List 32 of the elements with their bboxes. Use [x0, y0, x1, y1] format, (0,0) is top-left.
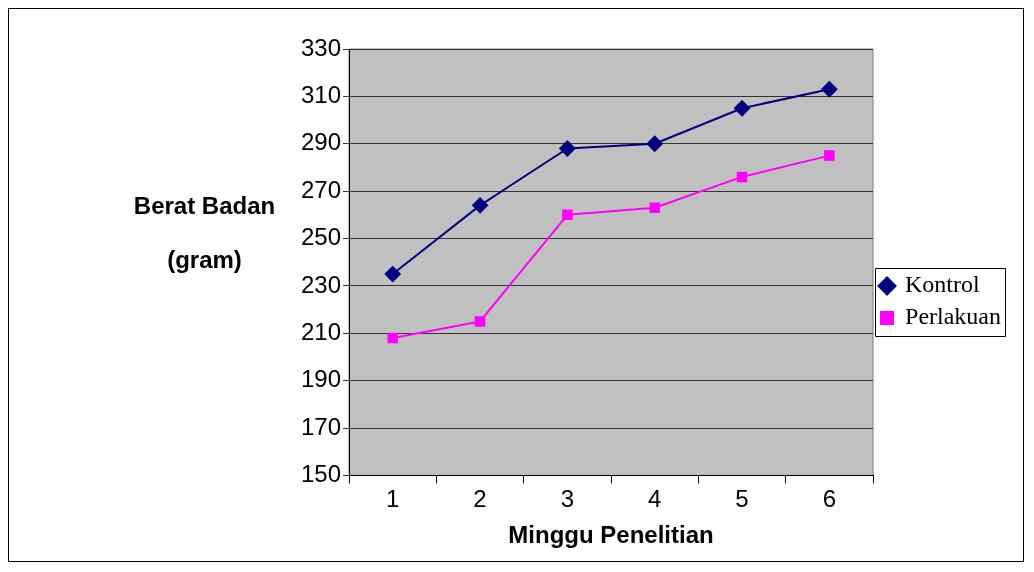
- x-tick-label: 3: [560, 485, 575, 513]
- y-tick-label: 210: [301, 317, 342, 345]
- y-tick-label: 150: [301, 460, 342, 488]
- point: [384, 266, 401, 283]
- point: [472, 197, 489, 214]
- y-axis-title: Berat Badan (gram): [133, 192, 276, 273]
- point: [559, 140, 576, 157]
- legend-label: Kontrol: [905, 271, 981, 298]
- point: [649, 202, 660, 213]
- y-tick-label: 170: [301, 412, 342, 440]
- y-tick-label: 290: [301, 128, 342, 156]
- point: [824, 150, 835, 161]
- point: [562, 209, 573, 221]
- x-tick-label: 5: [735, 485, 749, 513]
- point: [387, 332, 398, 344]
- y-tick-label: 330: [301, 33, 342, 61]
- point: [736, 171, 748, 183]
- x-axis-title: Minggu Penelitian: [508, 521, 714, 549]
- legend-label: Perlakuan: [905, 303, 1001, 330]
- x-tick-label: 6: [822, 485, 837, 513]
- y-tick-label: 270: [301, 175, 342, 203]
- y-tick-label: 230: [301, 270, 342, 298]
- y-tick-label: 190: [301, 365, 342, 393]
- point: [474, 316, 486, 327]
- point: [821, 81, 838, 98]
- x-tick-label: 4: [648, 485, 662, 513]
- x-tick-label: 1: [386, 485, 400, 513]
- y-tick-label: 310: [301, 81, 342, 108]
- y-tick-label: 250: [301, 223, 342, 251]
- point: [734, 100, 751, 117]
- x-tick-label: 2: [473, 485, 487, 513]
- point: [646, 135, 663, 152]
